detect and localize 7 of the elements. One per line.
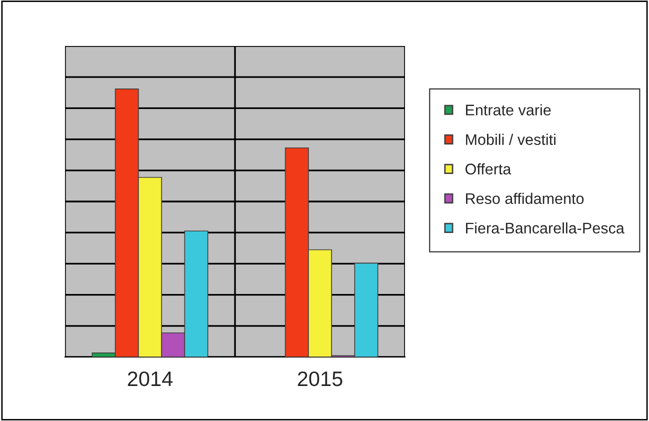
- legend-label: Entrate varie: [466, 104, 551, 116]
- legend-label: Offerta: [466, 163, 512, 174]
- x-tick-label: 2014: [128, 371, 173, 386]
- x-tick-label: 2015: [298, 371, 342, 386]
- legend-label: Reso affidamento: [466, 192, 584, 204]
- legend-label: Fiera-Bancarella-Pesca: [466, 222, 624, 234]
- legend-label: Mobili / vestiti: [466, 134, 556, 145]
